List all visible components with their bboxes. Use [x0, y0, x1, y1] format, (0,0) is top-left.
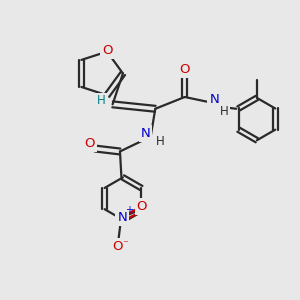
Text: ⁻: ⁻ — [122, 239, 128, 250]
Text: H: H — [97, 94, 106, 107]
Text: O: O — [136, 200, 147, 213]
Text: N: N — [209, 93, 219, 106]
Text: O: O — [102, 44, 112, 57]
Text: O: O — [179, 62, 190, 76]
Text: +: + — [124, 205, 133, 215]
Text: H: H — [156, 135, 165, 148]
Text: O: O — [84, 137, 95, 150]
Text: N: N — [141, 127, 151, 140]
Text: N: N — [117, 211, 127, 224]
Text: O: O — [112, 240, 122, 254]
Text: H: H — [220, 105, 228, 118]
